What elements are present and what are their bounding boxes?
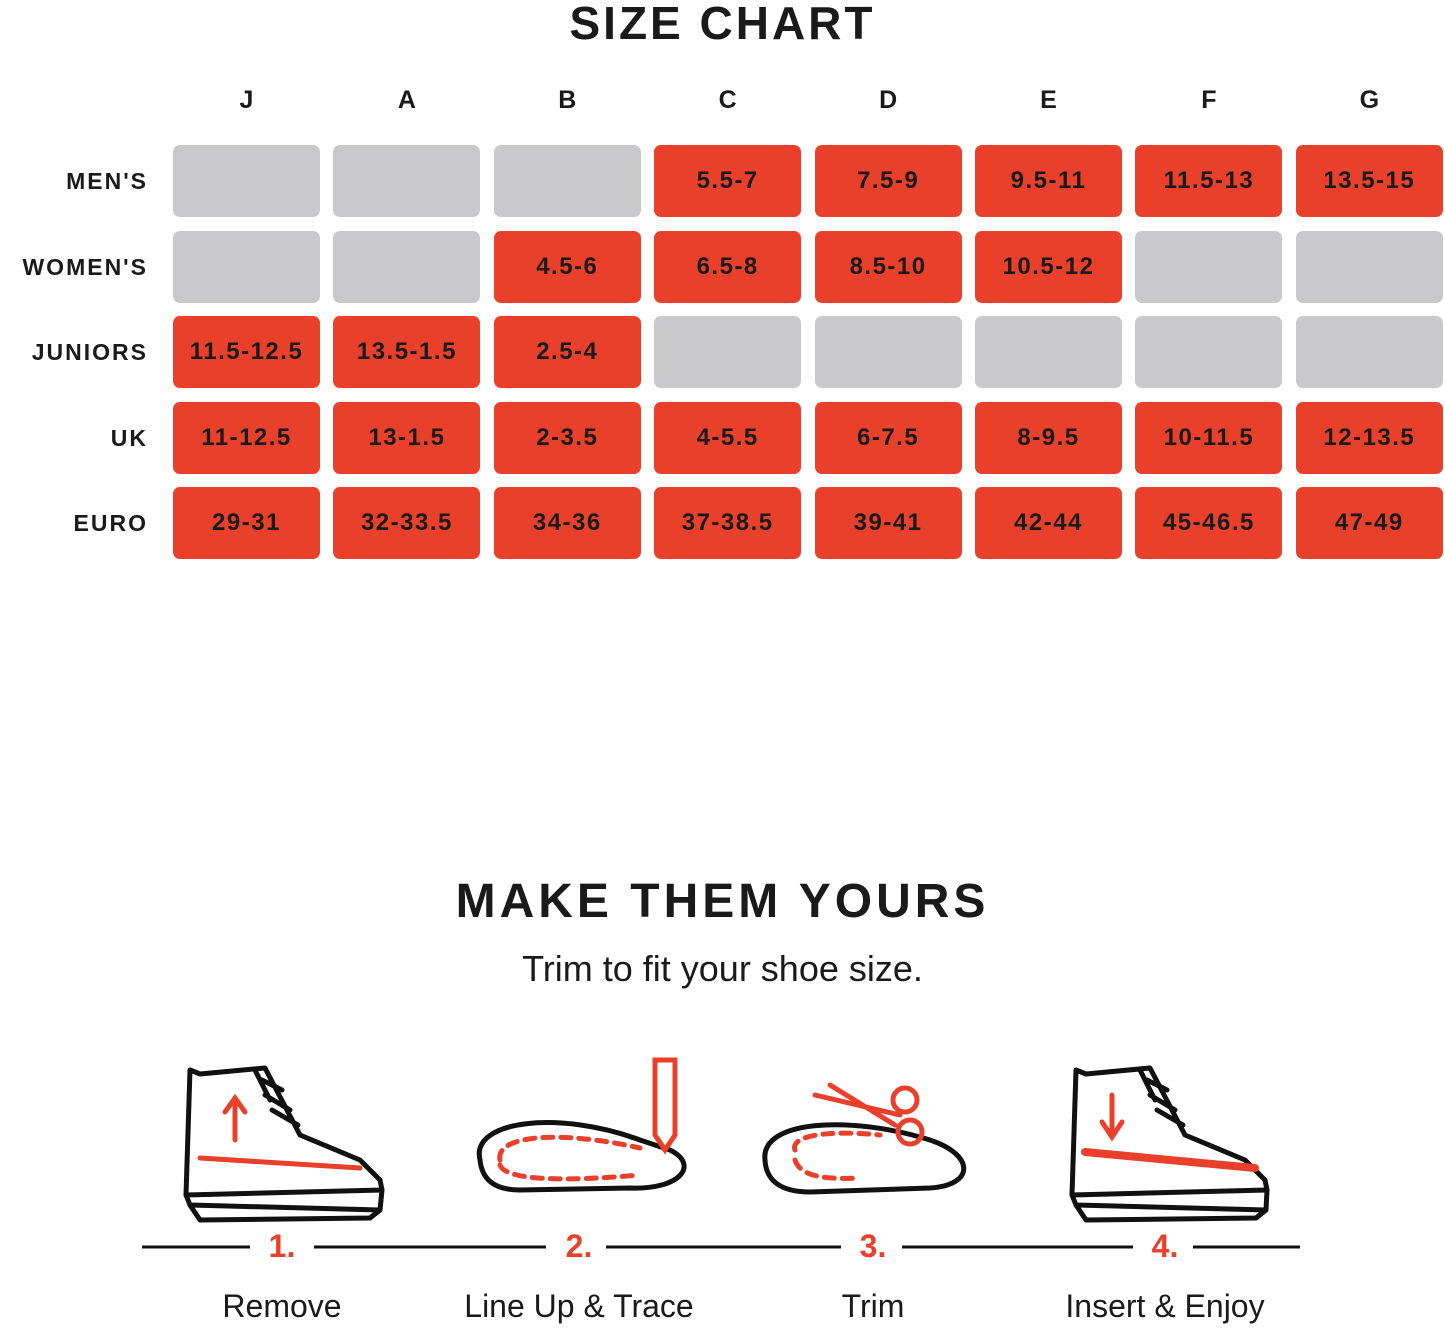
size-cell: 9.5-11: [975, 145, 1122, 217]
size-cell: 10-11.5: [1135, 402, 1283, 474]
size-cell: [173, 145, 320, 217]
size-cell: 29-31: [173, 487, 320, 559]
column-header: E: [1040, 86, 1057, 114]
size-cell: [333, 145, 481, 217]
size-cell: [173, 231, 320, 303]
size-cell: [493, 145, 641, 217]
size-cell: [1295, 231, 1443, 303]
size-cell: 8-9.5: [975, 402, 1122, 474]
step-number: 3.: [859, 1228, 887, 1264]
step-label: Remove: [222, 1288, 342, 1324]
size-cell: [975, 316, 1122, 388]
size-cell: 4-5.5: [654, 402, 802, 474]
size-cell: 11-12.5: [173, 402, 320, 474]
step-label: Line Up & Trace: [464, 1288, 694, 1324]
size-cell: 11.5-12.5: [173, 316, 320, 388]
row-label: EURO: [73, 510, 148, 536]
size-cell: 13.5-1.5: [333, 316, 481, 388]
row-label: WOMEN'S: [22, 254, 148, 280]
size-cell: 13-1.5: [333, 402, 481, 474]
size-cell: [1135, 231, 1283, 303]
size-cell: [1135, 316, 1283, 388]
column-header: A: [397, 86, 416, 114]
size-cell: 42-44: [975, 487, 1122, 559]
section-title: MAKE THEM YOURS: [455, 875, 990, 928]
column-header: B: [558, 86, 577, 114]
row-label: UK: [110, 425, 148, 451]
title: SIZE CHART: [569, 0, 876, 49]
size-cell: [654, 316, 802, 388]
size-cell: 12-13.5: [1295, 402, 1443, 474]
size-cell: 37-38.5: [654, 487, 802, 559]
size-cell: 47-49: [1295, 487, 1443, 559]
size-cell: 6.5-8: [654, 231, 802, 303]
size-cell: 8.5-10: [814, 231, 962, 303]
size-cell: 4.5-6: [493, 231, 641, 303]
size-cell: 5.5-7: [654, 145, 802, 217]
size-cell: 6-7.5: [814, 402, 962, 474]
size-cell: 7.5-9: [814, 145, 962, 217]
size-cell: 39-41: [814, 487, 962, 559]
size-cell: 2.5-4: [493, 316, 641, 388]
step-number: 4.: [1151, 1228, 1179, 1264]
size-cell: 13.5-15: [1295, 145, 1443, 217]
column-header: G: [1359, 86, 1380, 114]
size-cell: 10.5-12: [975, 231, 1122, 303]
size-cell: [333, 231, 481, 303]
row-label: JUNIORS: [31, 339, 148, 365]
illustrations: [142, 1057, 1300, 1249]
row-label: MEN'S: [66, 168, 148, 194]
column-header: D: [879, 86, 898, 114]
step-number: 2.: [565, 1228, 593, 1264]
size-cell: 34-36: [493, 487, 641, 559]
section-subtitle: Trim to fit your shoe size.: [522, 948, 923, 989]
column-header: J: [239, 86, 254, 114]
step-number: 1.: [268, 1228, 296, 1264]
size-cell: 45-46.5: [1135, 487, 1283, 559]
size-cell: [1295, 316, 1443, 388]
step-label: Trim: [841, 1288, 905, 1324]
size-cell: 11.5-13: [1135, 145, 1283, 217]
size-cell: 32-33.5: [333, 487, 481, 559]
size-cell: [814, 316, 962, 388]
step-label: Insert & Enjoy: [1065, 1288, 1265, 1324]
column-header: C: [718, 86, 737, 114]
column-header: F: [1201, 86, 1217, 114]
size-cell: 2-3.5: [493, 402, 641, 474]
